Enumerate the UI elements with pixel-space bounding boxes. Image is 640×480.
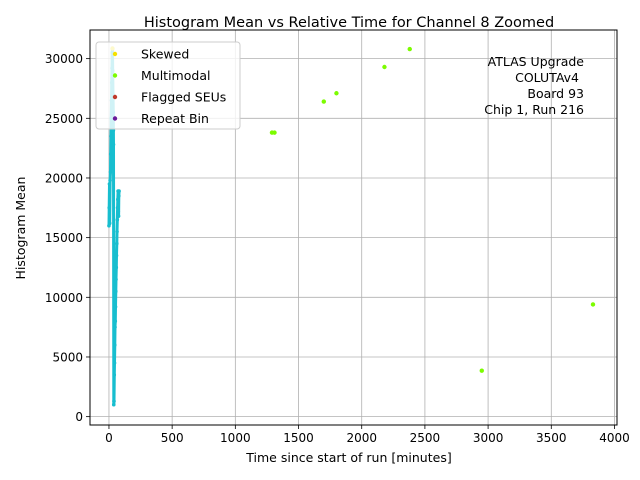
scatter-point xyxy=(321,99,327,104)
legend-marker xyxy=(112,116,118,121)
main-series-point xyxy=(107,206,112,210)
scatter-point xyxy=(590,302,596,307)
annotation: ATLAS Upgrade COLUTAv4 Board 93 Chip 1, … xyxy=(484,54,584,117)
main-series-point xyxy=(112,399,116,403)
main-series-point xyxy=(113,289,118,294)
main-series-point xyxy=(107,221,112,226)
y-axis-label: Histogram Mean xyxy=(13,177,28,280)
main-series-point xyxy=(111,142,116,147)
y-tick-label: 10000 xyxy=(45,291,83,305)
legend-label: Multimodal xyxy=(141,68,210,83)
y-tick-label: 5000 xyxy=(52,350,83,364)
x-tick-label: 500 xyxy=(161,431,184,445)
main-series-point xyxy=(116,209,121,214)
plot-frame xyxy=(89,29,618,426)
grid xyxy=(90,30,617,425)
main-series-point xyxy=(114,265,119,270)
main-series-point xyxy=(115,217,120,222)
main-series-point xyxy=(108,170,113,174)
y-tick-label: 30000 xyxy=(45,52,83,66)
main-series-point xyxy=(107,182,112,186)
legend-marker xyxy=(112,51,118,57)
main-series-point xyxy=(117,194,121,198)
scatter-point xyxy=(382,64,387,70)
legend-label: Flagged SEUs xyxy=(141,90,226,105)
main-series-point xyxy=(114,241,119,246)
x-tick-label: 1500 xyxy=(283,431,314,445)
x-tick-label: 1000 xyxy=(220,431,251,445)
x-axis-label: Time since start of run [minutes] xyxy=(245,450,451,465)
main-series-point xyxy=(114,253,119,258)
annotation-line-3: Board 93 xyxy=(527,86,584,101)
legend: Skewed Multimodal Flagged SEUs Repeat Bin xyxy=(95,41,241,130)
main-series-point xyxy=(116,214,121,218)
legend-label: Skewed xyxy=(141,47,189,62)
main-series-point xyxy=(113,305,118,309)
main-series-point xyxy=(109,134,113,139)
annotation-line-2: COLUTAv4 xyxy=(515,70,579,85)
main-series-point xyxy=(115,229,119,234)
legend-box xyxy=(95,41,241,130)
scatter-point xyxy=(479,368,484,373)
main-series-point xyxy=(113,319,118,323)
main-series-point xyxy=(108,178,112,183)
main-series-point xyxy=(116,197,120,202)
y-tick-label: 0 xyxy=(75,410,83,424)
x-tick-label: 0 xyxy=(105,431,113,445)
annotation-line-1: ATLAS Upgrade xyxy=(488,54,585,69)
annotation-line-4: Chip 1, Run 216 xyxy=(484,102,584,117)
x-tick-label: 3000 xyxy=(473,431,504,445)
main-series-point xyxy=(117,189,121,193)
main-series-point xyxy=(111,402,116,407)
main-series-point xyxy=(114,277,118,282)
chart-title: Histogram Mean vs Relative Time for Chan… xyxy=(144,15,554,31)
scatter-point xyxy=(407,46,412,52)
x-tick-label: 3500 xyxy=(536,431,567,445)
legend-label: Repeat Bin xyxy=(141,111,209,126)
y-tick-label: 20000 xyxy=(45,171,83,185)
main-series-point xyxy=(115,206,120,210)
scatter-points xyxy=(110,46,596,373)
scatter-point xyxy=(272,130,277,135)
x-axis: 0 500 1000 1500 2000 2500 3000 3500 4000 xyxy=(105,425,630,445)
main-series-point xyxy=(108,152,113,156)
legend-marker xyxy=(112,94,118,100)
x-tick-label: 4000 xyxy=(599,431,630,445)
x-tick-label: 2500 xyxy=(410,431,441,445)
scatter-point xyxy=(334,91,339,96)
main-series-point xyxy=(112,361,117,365)
x-tick-label: 2000 xyxy=(346,431,377,445)
main-series-point xyxy=(113,325,117,329)
legend-marker xyxy=(112,73,118,78)
y-tick-label: 15000 xyxy=(45,231,83,245)
y-tick-label: 25000 xyxy=(45,112,83,126)
y-axis: 0 5000 10000 15000 20000 25000 30000 xyxy=(45,52,90,424)
main-series-point xyxy=(112,343,117,347)
main-series-point xyxy=(112,373,117,377)
